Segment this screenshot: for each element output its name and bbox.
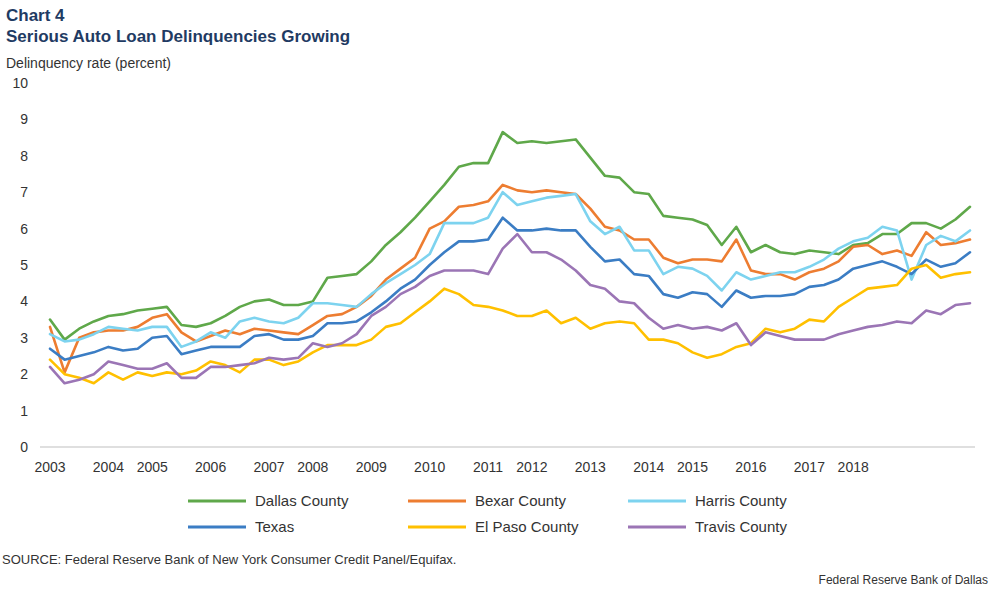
- legend-label: Dallas County: [255, 492, 349, 509]
- x-tick-label: 2012: [516, 459, 547, 475]
- legend-label: Harris County: [695, 492, 787, 509]
- legend-swatch: [628, 526, 686, 529]
- y-tick-label: 7: [20, 184, 28, 200]
- legend-swatch: [408, 526, 466, 529]
- y-tick-label: 10: [12, 75, 28, 91]
- series-line: [50, 265, 970, 383]
- x-tick-label: 2006: [195, 459, 226, 475]
- x-tick-label: 2013: [575, 459, 606, 475]
- x-tick-label: 2004: [93, 459, 124, 475]
- y-tick-label: 3: [20, 330, 28, 346]
- x-tick-label: 2015: [677, 459, 708, 475]
- y-axis-label: Delinquency rate (percent): [6, 55, 171, 71]
- y-tick-label: 0: [20, 439, 28, 455]
- y-tick-label: 8: [20, 148, 28, 164]
- legend-label: Travis County: [695, 518, 787, 535]
- x-tick-label: 2011: [473, 459, 503, 475]
- legend-swatch: [408, 500, 466, 503]
- y-tick-label: 5: [20, 257, 28, 273]
- x-tick-label: 2014: [633, 459, 664, 475]
- x-tick-label: 2016: [735, 459, 766, 475]
- x-tick-label: 2003: [34, 459, 65, 475]
- chart-title: Chart 4: [6, 6, 65, 25]
- legend-swatch: [188, 526, 246, 529]
- series-line: [50, 185, 970, 372]
- x-tick-label: 2008: [297, 459, 328, 475]
- x-tick-label: 2007: [253, 459, 284, 475]
- legend-label: Bexar County: [475, 492, 566, 509]
- y-tick-label: 2: [20, 366, 28, 382]
- x-tick-label: 2017: [794, 459, 825, 475]
- chart-svg: Chart 4 Serious Auto Loan Delinquencies G…: [0, 0, 997, 589]
- y-tick-label: 1: [20, 403, 28, 419]
- x-tick-label: 2005: [137, 459, 168, 475]
- x-tick-label: 2009: [356, 459, 387, 475]
- y-tick-label: 6: [20, 221, 28, 237]
- series-line: [50, 234, 970, 383]
- chart-root: Chart 4 Serious Auto Loan Delinquencies G…: [0, 0, 997, 589]
- legend-swatch: [628, 500, 686, 503]
- source-note: SOURCE: Federal Reserve Bank of New York…: [2, 552, 456, 567]
- series-line: [50, 132, 970, 339]
- credit-note: Federal Reserve Bank of Dallas: [819, 573, 988, 587]
- series-line: [50, 192, 970, 347]
- y-tick-label: 4: [20, 293, 28, 309]
- legend-label: Texas: [255, 518, 294, 535]
- legend-label: El Paso County: [475, 518, 579, 535]
- x-tick-label: 2010: [414, 459, 445, 475]
- y-tick-label: 9: [20, 111, 28, 127]
- x-axis-line: [40, 447, 975, 448]
- series-line: [50, 218, 970, 360]
- chart-subtitle: Serious Auto Loan Delinquencies Growing: [6, 27, 350, 46]
- x-tick-label: 2018: [838, 459, 869, 475]
- legend-swatch: [188, 500, 246, 503]
- plot-area: [50, 132, 970, 383]
